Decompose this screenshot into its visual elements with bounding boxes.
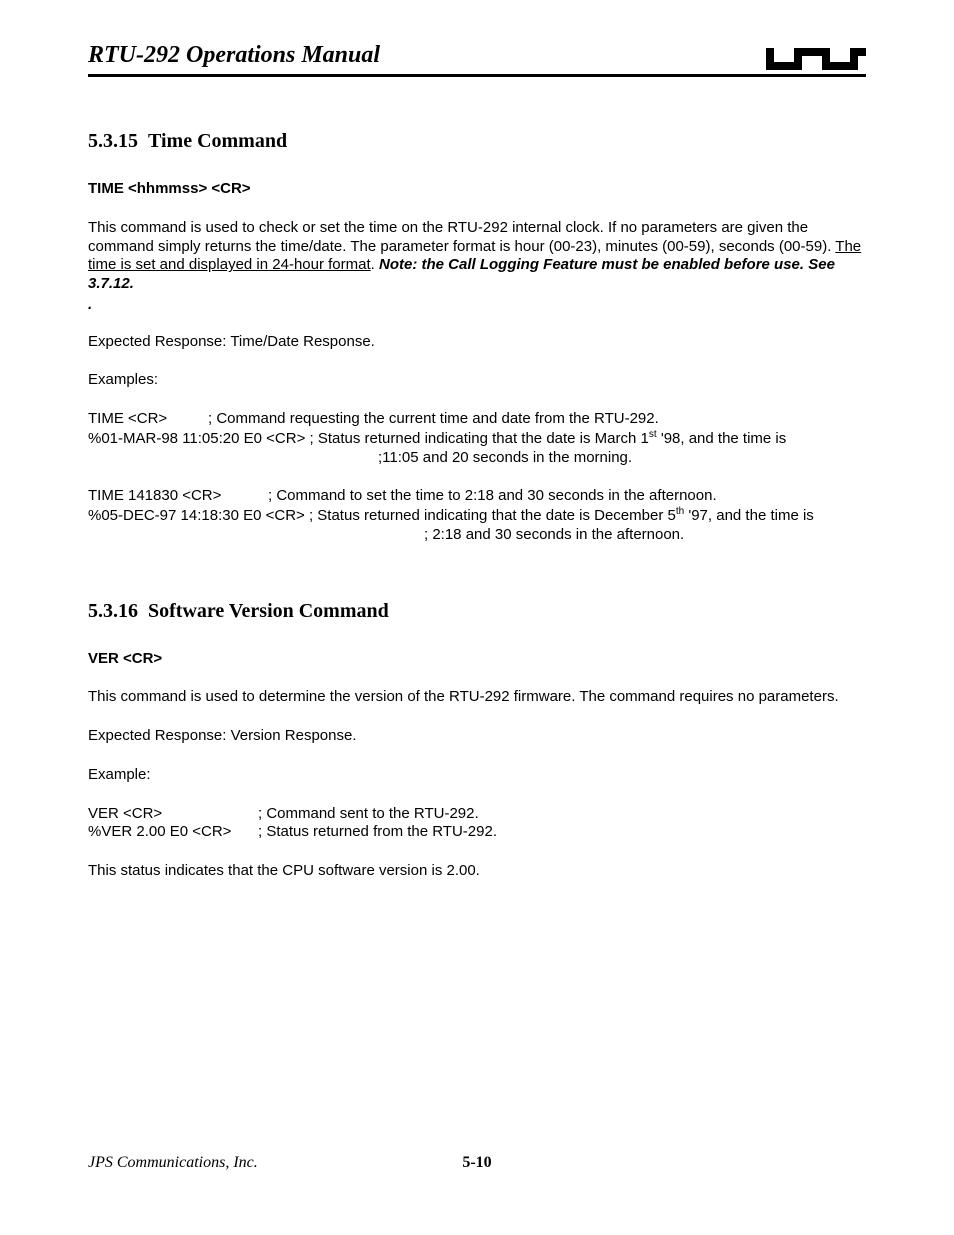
example-cmd: VER <CR> — [88, 805, 258, 824]
footer-company: JPS Communications, Inc. — [88, 1153, 258, 1173]
example-label: Example: — [88, 766, 866, 785]
time-example-1: TIME <CR>; Command requesting the curren… — [88, 410, 866, 467]
example-status: %05-DEC-97 14:18:30 E0 <CR> ; Status ret… — [88, 507, 676, 524]
example-line: VER <CR>; Command sent to the RTU-292. — [88, 805, 866, 824]
examples-label: Examples: — [88, 371, 866, 390]
section-title: Time Command — [148, 130, 287, 152]
example-line: TIME 141830 <CR>; Command to set the tim… — [88, 487, 866, 506]
example-status: %VER 2.00 E0 <CR> — [88, 823, 258, 842]
section-title: Software Version Command — [148, 600, 389, 622]
page: RTU-292 Operations Manual 5.3.15 Time Co… — [0, 0, 954, 1235]
page-header: RTU-292 Operations Manual — [88, 40, 866, 77]
page-footer: JPS Communications, Inc. 5-10 — [88, 1153, 866, 1173]
time-description: This command is used to check or set the… — [88, 219, 866, 294]
example-cmd: TIME 141830 <CR> — [88, 487, 268, 506]
text: . — [371, 256, 379, 273]
footer-page-number: 5-10 — [462, 1153, 491, 1173]
example-line: %05-DEC-97 14:18:30 E0 <CR> ; Status ret… — [88, 506, 866, 526]
example-comment: ;11:05 and 20 seconds in the morning. — [378, 449, 632, 466]
example-line: %VER 2.00 E0 <CR>; Status returned from … — [88, 823, 866, 842]
example-status: %01-MAR-98 11:05:20 E0 <CR> ; Status ret… — [88, 430, 649, 447]
logo-icon — [766, 48, 866, 70]
expected-response-ver: Expected Response: Version Response. — [88, 727, 866, 746]
example-line: ;11:05 and 20 seconds in the morning. — [88, 449, 866, 468]
example-text: '98, and the time is — [657, 430, 787, 447]
section-heading-version: 5.3.16 Software Version Command — [88, 599, 866, 624]
section-number: 5.3.16 — [88, 600, 138, 622]
section-gap — [88, 565, 866, 599]
superscript: th — [676, 506, 684, 517]
superscript: st — [649, 429, 657, 440]
example-text: '97, and the time is — [684, 507, 814, 524]
ver-description: This command is used to determine the ve… — [88, 688, 866, 707]
command-syntax-time: TIME <hhmmss> <CR> — [88, 180, 866, 199]
example-line: ; 2:18 and 30 seconds in the afternoon. — [88, 526, 866, 545]
expected-response-time: Expected Response: Time/Date Response. — [88, 333, 866, 352]
example-comment: ; Command requesting the current time an… — [208, 410, 659, 427]
example-comment: ; Status returned from the RTU-292. — [258, 823, 497, 840]
ver-example: VER <CR>; Command sent to the RTU-292. %… — [88, 805, 866, 843]
command-syntax-ver: VER <CR> — [88, 650, 866, 669]
ver-closing: This status indicates that the CPU softw… — [88, 862, 866, 881]
example-comment: ; Command sent to the RTU-292. — [258, 805, 479, 822]
example-comment: ; Command to set the time to 2:18 and 30… — [268, 487, 717, 504]
section-number: 5.3.15 — [88, 130, 138, 152]
time-example-2: TIME 141830 <CR>; Command to set the tim… — [88, 487, 866, 544]
example-comment: ; 2:18 and 30 seconds in the afternoon. — [424, 526, 684, 543]
manual-title: RTU-292 Operations Manual — [88, 40, 380, 70]
trailing-dot: . — [88, 296, 866, 315]
example-line: TIME <CR>; Command requesting the curren… — [88, 410, 866, 429]
text: This command is used to check or set the… — [88, 219, 835, 255]
example-cmd: TIME <CR> — [88, 410, 208, 429]
example-line: %01-MAR-98 11:05:20 E0 <CR> ; Status ret… — [88, 429, 866, 449]
section-heading-time: 5.3.15 Time Command — [88, 129, 866, 154]
